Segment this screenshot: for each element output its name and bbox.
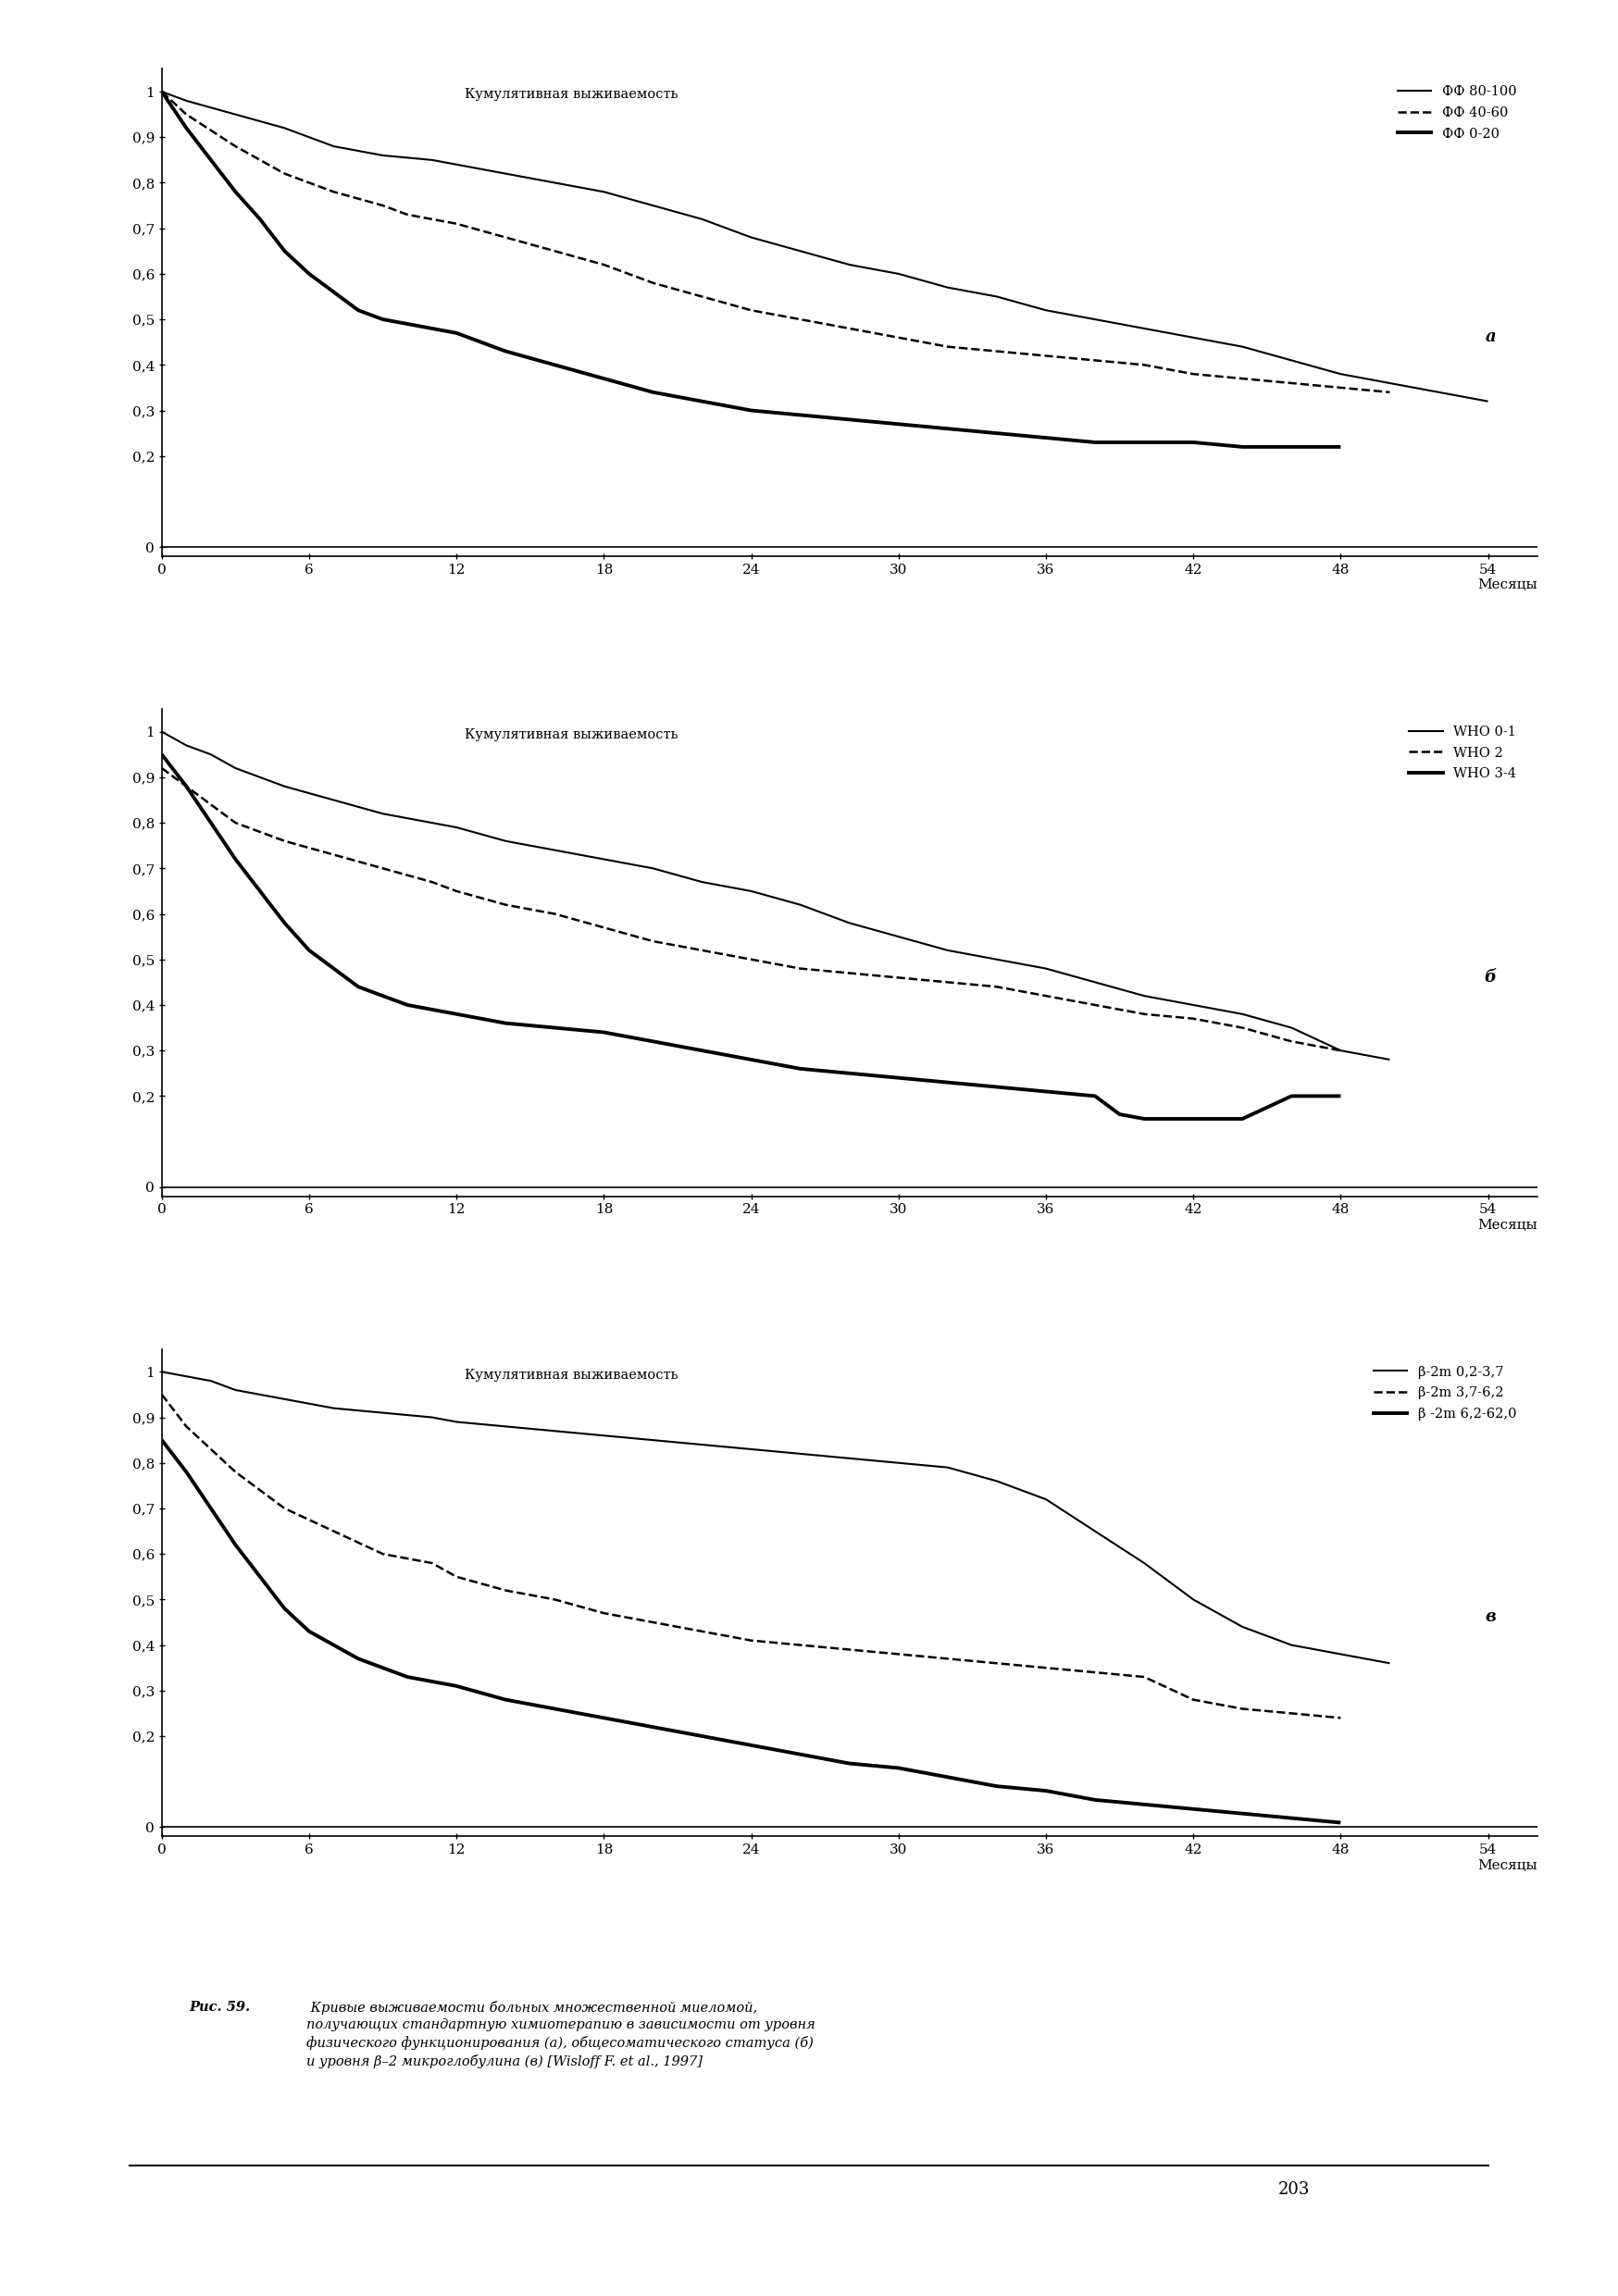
X-axis label: Месяцы: Месяцы bbox=[1477, 1219, 1537, 1231]
Text: а: а bbox=[1485, 328, 1495, 344]
Text: в: в bbox=[1485, 1609, 1495, 1626]
Text: Кумулятивная выживаемость: Кумулятивная выживаемость bbox=[464, 728, 678, 742]
Text: Кумулятивная выживаемость: Кумулятивная выживаемость bbox=[464, 1368, 678, 1382]
Text: Рис. 59.: Рис. 59. bbox=[189, 2000, 251, 2014]
Text: Кумулятивная выживаемость: Кумулятивная выживаемость bbox=[464, 87, 678, 101]
Legend: β-2m 0,2-3,7, β-2m 3,7-6,2, β -2m 6,2-62,0: β-2m 0,2-3,7, β-2m 3,7-6,2, β -2m 6,2-62… bbox=[1374, 1366, 1516, 1421]
Legend: WHO 0-1, WHO 2, WHO 3-4: WHO 0-1, WHO 2, WHO 3-4 bbox=[1409, 726, 1516, 781]
X-axis label: Месяцы: Месяцы bbox=[1477, 579, 1537, 592]
Text: 203: 203 bbox=[1278, 2181, 1311, 2197]
Text: б: б bbox=[1484, 969, 1495, 985]
Text: Кривые выживаемости больных множественной миеломой,
получающих стандартную химио: Кривые выживаемости больных множественно… bbox=[306, 2000, 815, 2069]
X-axis label: Месяцы: Месяцы bbox=[1477, 1860, 1537, 1871]
Legend: ФФ 80-100, ФФ 40-60, ФФ 0-20: ФФ 80-100, ФФ 40-60, ФФ 0-20 bbox=[1398, 85, 1516, 140]
